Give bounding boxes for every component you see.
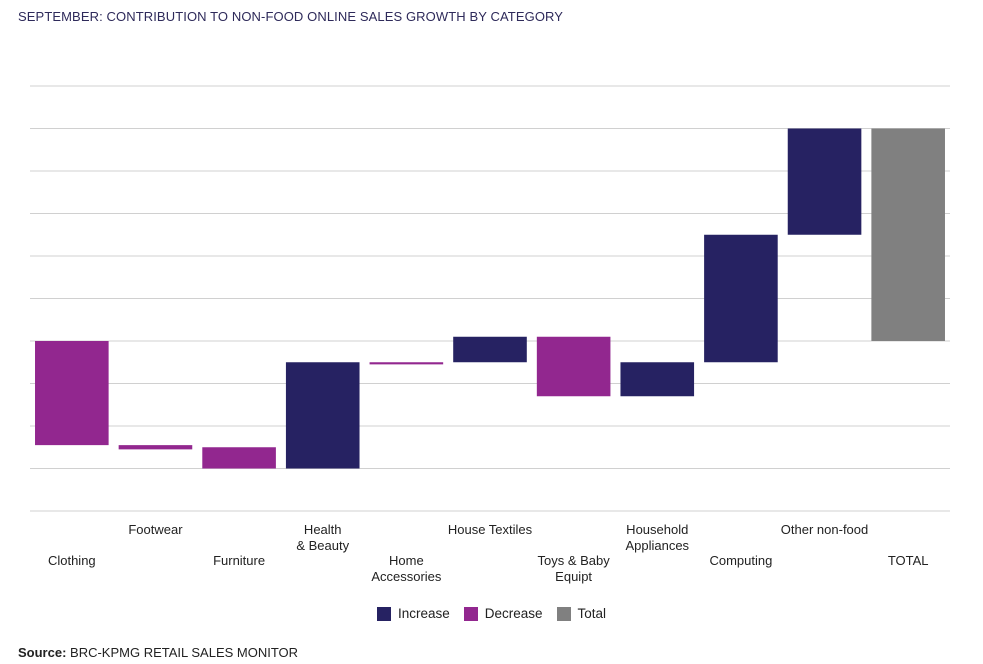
source-label: Source: <box>18 645 67 660</box>
category-label: Computing <box>709 553 773 568</box>
bar-total <box>871 128 945 341</box>
bars <box>35 128 945 469</box>
bar-increase <box>285 362 360 469</box>
legend-swatch-total <box>556 606 571 621</box>
legend-label-increase: Increase <box>397 606 450 621</box>
category-label: Household Appliances <box>625 522 690 553</box>
legend-item-increase: Increase <box>376 606 450 621</box>
bar-decrease <box>202 447 276 469</box>
bar-decrease <box>35 341 109 446</box>
bar-increase <box>787 128 862 235</box>
bar-decrease <box>369 362 444 365</box>
category-label: Health & Beauty <box>296 522 350 553</box>
category-label: Furniture <box>213 553 266 568</box>
source-text: BRC-KPMG RETAIL SALES MONITOR <box>66 645 299 660</box>
gridlines <box>30 85 950 512</box>
legend-swatch-decrease <box>463 606 478 621</box>
category-label: Clothing <box>47 553 96 568</box>
category-label: Home Accessories <box>371 553 442 584</box>
category-label: Other non-food <box>780 522 869 537</box>
bar-increase <box>453 336 527 363</box>
chart-title: SEPTEMBER: CONTRIBUTION TO NON-FOOD ONLI… <box>18 9 564 24</box>
bar-decrease <box>536 336 611 397</box>
category-label: Footwear <box>128 522 183 537</box>
legend-item-total: Total <box>556 606 607 621</box>
legend-item-decrease: Decrease <box>463 606 543 621</box>
legend-label-total: Total <box>577 606 607 621</box>
bar-increase <box>704 234 778 363</box>
category-label: Toys & Baby Equipt <box>537 553 610 584</box>
legend-swatch-increase <box>376 606 391 621</box>
category-label: House Textiles <box>447 522 533 537</box>
source-note: Source: BRC-KPMG RETAIL SALES MONITOR <box>18 645 298 660</box>
legend: Increase Decrease Total <box>0 606 983 621</box>
legend-label-decrease: Decrease <box>484 606 543 621</box>
waterfall-chart <box>30 85 950 512</box>
bar-decrease <box>118 445 193 450</box>
bar-increase <box>620 362 695 397</box>
category-label: TOTAL <box>887 553 929 568</box>
